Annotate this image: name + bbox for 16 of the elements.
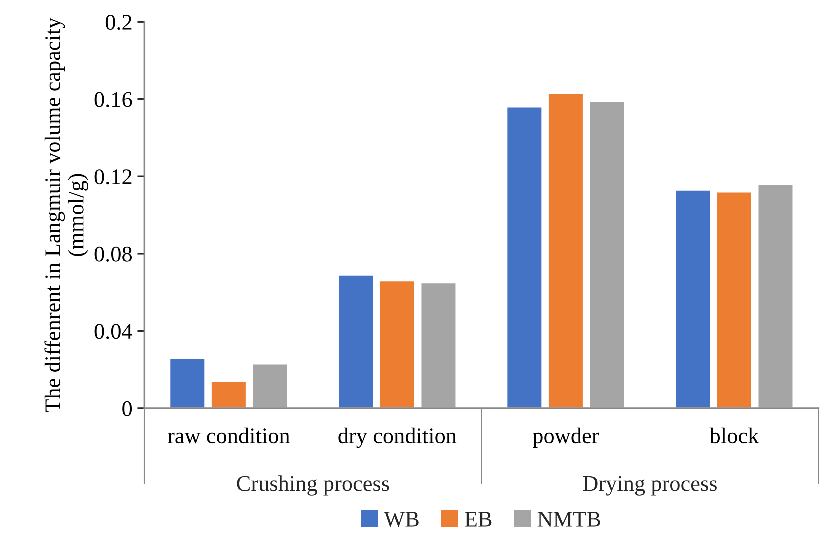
y-tick-label: 0.04 [94,324,133,340]
x-tick-label: dry condition [338,428,457,448]
legend-label: NMTB [538,512,600,527]
y-tick-label: 0.08 [94,246,132,262]
x-tick-label: raw condition [168,428,290,444]
y-axis-title: The diffenrent in Langmuir volume capacity (mmol/g) [44,18,88,412]
x-tick-label: block [710,428,760,444]
legend-label: EB [465,512,492,527]
y-tick-label: 0.12 [94,170,132,185]
y-tick-label: 0.2 [106,15,132,30]
legend-label: WB [384,512,419,528]
y-tick-label: 0 [122,401,132,416]
text: Drying process [583,476,717,496]
y-tick-label: 0.16 [94,92,132,108]
text: Crushing process [237,476,390,496]
x-tick-label: powder [532,428,600,448]
